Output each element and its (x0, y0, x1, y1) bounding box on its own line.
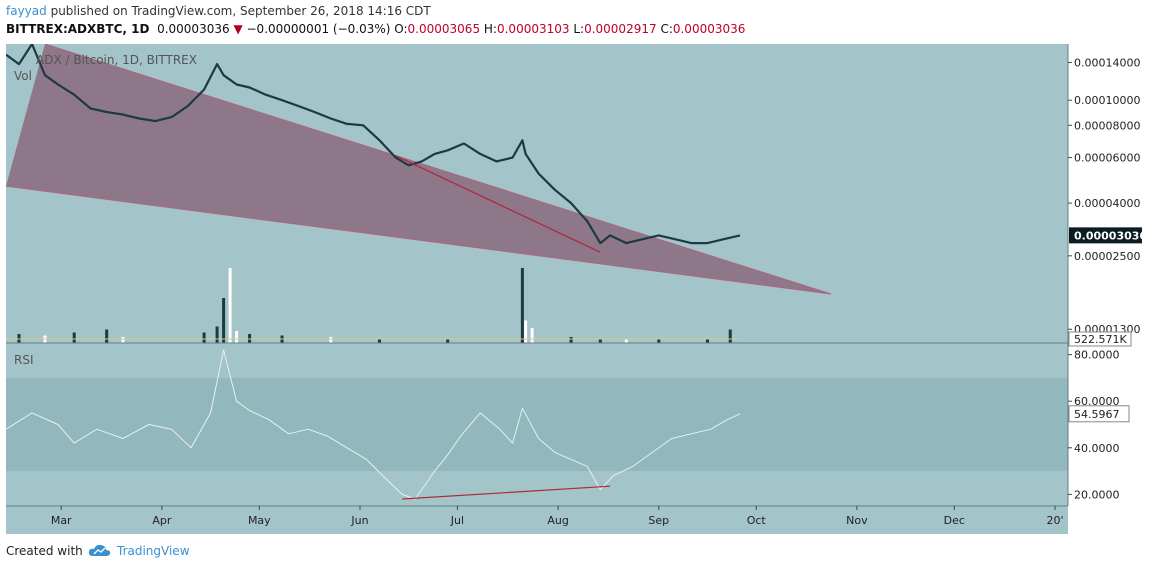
open-value: 0.00003065 (407, 22, 481, 36)
rsi-tick-label: 80.0000 (1074, 349, 1120, 362)
price-axis-background (1068, 44, 1144, 534)
price-tick-label: 0.00002500 (1074, 250, 1140, 263)
price-tick-label: 0.00014000 (1074, 56, 1140, 69)
low-label: L: (573, 22, 585, 36)
price-tick-label: 0.00006000 (1074, 152, 1140, 165)
price-divergence-line[interactable] (395, 155, 601, 253)
rsi-tick-label: 40.0000 (1074, 442, 1120, 455)
tradingview-cloud-icon[interactable] (88, 542, 112, 558)
price-legend-title: ADX / Bitcoin, 1D, BITTREX (36, 53, 197, 67)
volume-bar (520, 268, 524, 343)
price-tick-label: 0.00004000 (1074, 197, 1140, 210)
rsi-tick-label: 60.0000 (1074, 395, 1120, 408)
last-price: 0.00003036 (157, 22, 230, 36)
low-value: 0.00002917 (584, 22, 657, 36)
volume-bar (121, 337, 125, 343)
publish-line: fayyad published on TradingView.com, Sep… (6, 4, 431, 18)
time-tick-label: 20' (1046, 514, 1063, 527)
volume-value-label: 522.571K (1074, 333, 1127, 346)
volume-legend: Vol (14, 69, 32, 83)
volume-bar (215, 326, 219, 343)
volume-bar (222, 298, 226, 343)
time-axis-background (6, 506, 1068, 534)
wedge-lower-line[interactable] (6, 185, 831, 295)
volume-value-badge (1068, 331, 1132, 347)
time-tick-label: Jul (450, 514, 464, 527)
down-arrow-icon: ▼ (233, 22, 243, 36)
time-tick-label: May (248, 514, 271, 527)
volume-bar (329, 337, 333, 343)
time-tick-label: Oct (747, 514, 767, 527)
time-tick-label: Mar (51, 514, 72, 527)
falling-wedge-area[interactable] (6, 44, 831, 294)
open-label: O: (394, 22, 408, 36)
chart-svg[interactable]: 0.00014000 0.00010000 0.00008000 0.00006000… (6, 44, 1144, 534)
volume-bar (624, 338, 628, 343)
tradingview-link[interactable]: TradingView (117, 544, 190, 558)
close-label: C: (660, 22, 673, 36)
time-tick-label: Aug (547, 514, 568, 527)
rsi-tick-label: 20.0000 (1074, 488, 1120, 501)
price-tick-label: 0.00010000 (1074, 94, 1140, 107)
rsi-value-label: 54.5967 (1074, 408, 1120, 421)
volume-bar (657, 339, 661, 343)
symbol-label: BITTREX:ADXBTC, 1D (6, 22, 150, 36)
chart-header: fayyad published on TradingView.com, Sep… (0, 0, 1150, 44)
wedge-upper-line[interactable] (44, 44, 832, 295)
rsi-line[interactable] (6, 349, 741, 500)
high-value: 0.00003103 (496, 22, 570, 36)
volume-bar (524, 320, 528, 343)
time-tick-label: Sep (648, 514, 669, 527)
time-tick-label: Apr (152, 514, 172, 527)
volume-bar (202, 332, 206, 343)
rsi-band (6, 377, 1068, 472)
time-tick-label: Dec (944, 514, 965, 527)
created-with-text: Created with (6, 544, 83, 558)
volume-bar (569, 337, 573, 343)
footer: Created with TradingView (6, 540, 406, 564)
rsi-legend: RSI (14, 353, 34, 367)
volume-bar (530, 328, 534, 343)
rsi-value-badge (1068, 405, 1130, 423)
price-line[interactable] (6, 44, 741, 245)
high-label: H: (483, 22, 497, 36)
chart-area[interactable]: 0.00014000 0.00010000 0.00008000 0.00006000… (6, 44, 1144, 534)
time-tick-label: Jun (350, 514, 368, 527)
price-tick-label: 0.00008000 (1074, 119, 1140, 132)
rsi-divergence-line[interactable] (402, 485, 611, 500)
price-change: −0.00000001 (−0.03%) (246, 22, 391, 36)
volume-bar (72, 332, 76, 343)
volume-bar (105, 329, 109, 343)
volume-bar (235, 331, 239, 343)
volume-bar (706, 339, 710, 343)
volume-bar (377, 338, 381, 343)
ohlc-line: BITTREX:ADXBTC, 1D 0.00003036 ▼ −0.00000… (6, 22, 745, 36)
last-price-badge (1069, 227, 1142, 244)
volume-bar (728, 329, 732, 343)
volume-bar (228, 268, 232, 343)
volume-bar (598, 338, 602, 343)
close-value: 0.00003036 (672, 22, 746, 36)
last-price-label: 0.00003036 (1074, 229, 1144, 242)
volume-bar (446, 338, 450, 343)
time-tick-label: Nov (846, 514, 868, 527)
author-link[interactable]: fayyad (6, 4, 47, 18)
published-text: published on TradingView.com, September … (46, 4, 431, 18)
